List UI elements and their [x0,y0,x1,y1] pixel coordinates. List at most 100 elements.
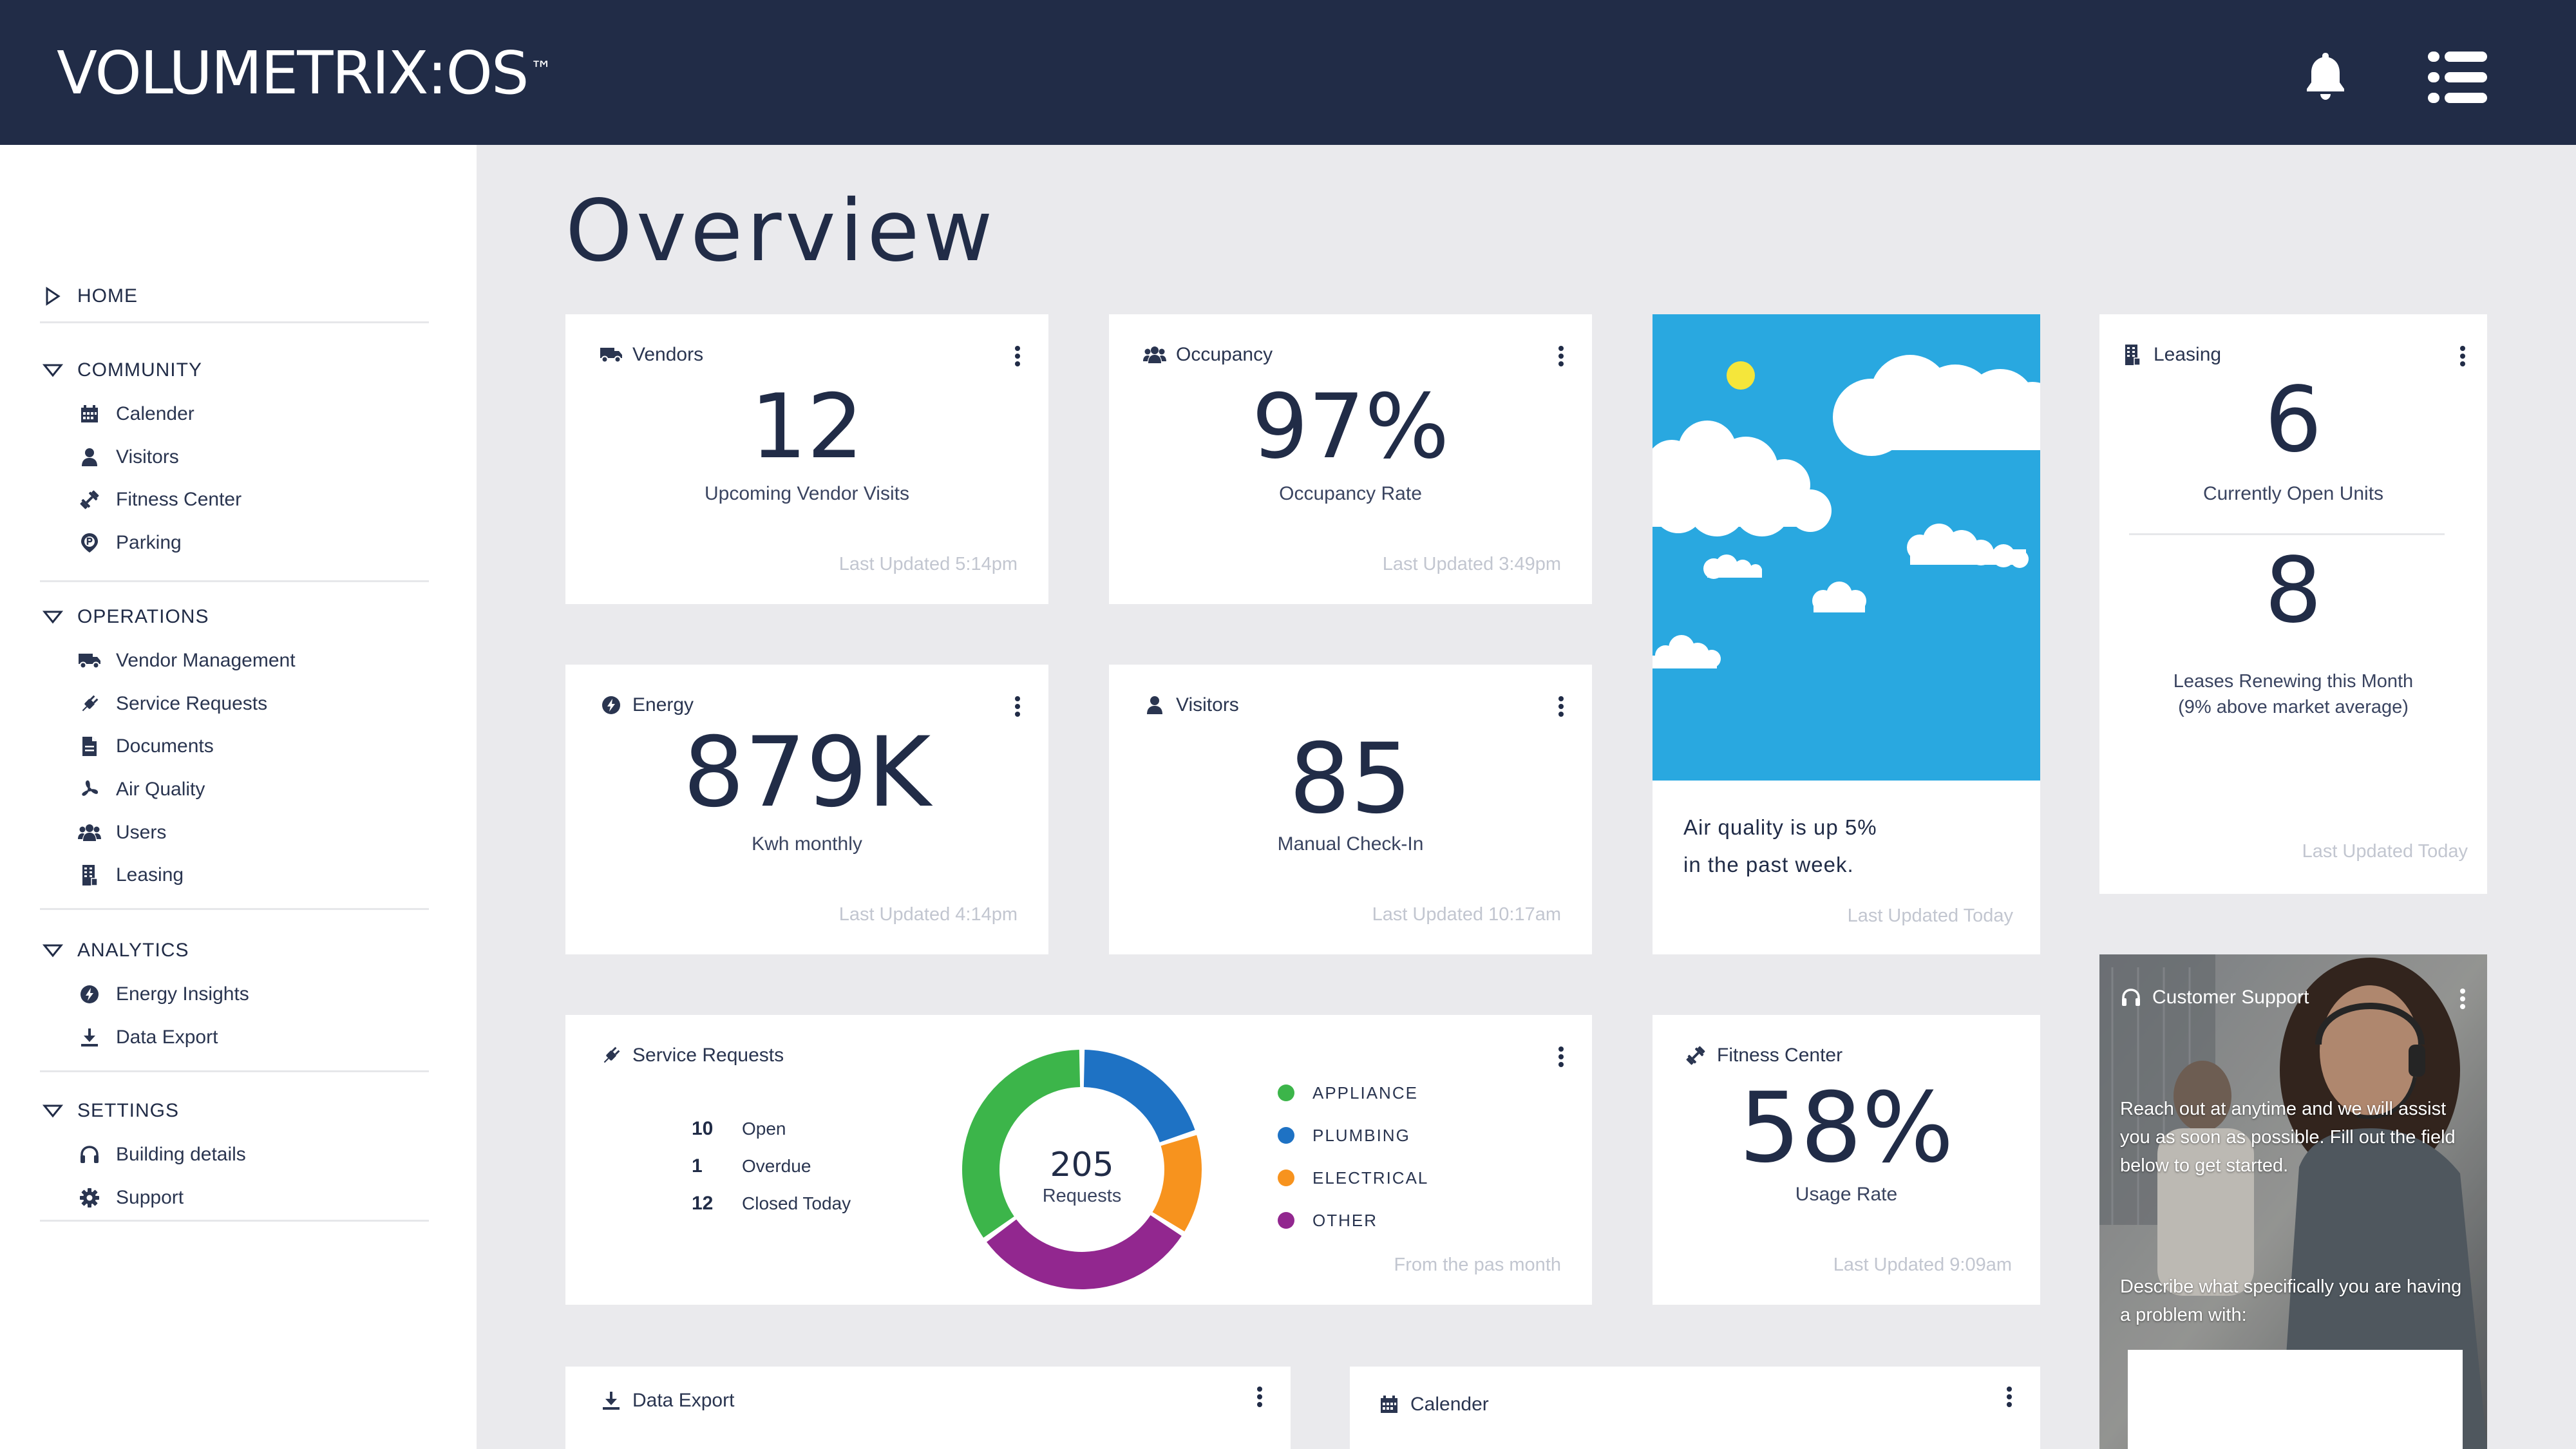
service-requests-card[interactable]: Service Requests 10 Open 1 Overdue 12 Close… [565,1015,1592,1305]
sidebar-item-label: HOME [77,285,138,307]
download-icon [77,1025,102,1050]
bell-icon[interactable] [2304,50,2347,102]
dumbbell-icon [77,488,102,512]
truck-icon [599,343,623,367]
sidebar-item-label: Visitors [116,446,179,468]
headset-icon [2119,985,2143,1010]
sidebar-item-label: Vendor Management [116,650,296,672]
customer-support-card[interactable]: Customer Support Reach out at anytime an… [2099,954,2487,1449]
donut-slice-electrical [1152,1135,1202,1232]
more-options-icon[interactable] [1556,696,1566,717]
more-options-icon[interactable] [2458,345,2468,367]
sidebar-item-support[interactable]: Support [40,1177,429,1220]
chevron-down-icon [40,1098,66,1124]
sidebar-section-analytics[interactable]: ANALYTICS [40,928,429,973]
sidebar-item-leasing[interactable]: Leasing [40,854,429,897]
leasing-card[interactable]: Leasing 6 Currently Open Units 8 Leases … [2099,314,2487,894]
sidebar-section-label: SETTINGS [77,1100,180,1121]
legend-item: APPLIANCE [1278,1072,1428,1114]
support-message-field[interactable] [2128,1350,2463,1449]
stat-value: 10 [692,1118,714,1139]
more-options-icon[interactable] [1255,1386,1265,1408]
card-title: Data Export [632,1390,735,1411]
more-options-icon[interactable] [1012,345,1023,367]
card-title: Leasing [2154,344,2222,365]
cloud-icon [1907,524,2029,568]
donut-slice-other [987,1215,1182,1289]
sidebar-item-documents[interactable]: Documents [40,725,429,768]
last-updated: Last Updated 4:14pm [838,904,1018,925]
vendor-visits-label: Upcoming Vendor Visits [705,483,909,504]
chevron-down-icon [40,357,66,383]
usage-rate-value: 58% [1739,1072,1954,1184]
legend-label: OTHER [1312,1210,1378,1230]
nav-community-section: COMMUNITY Calender Visitors Fitness Cent… [40,348,429,582]
open-units-label: Currently Open Units [2202,483,2384,504]
sidebar-item-building-details[interactable]: Building details [40,1133,429,1177]
legend-label: APPLIANCE [1312,1083,1418,1103]
bolt-icon [599,693,623,717]
more-options-icon[interactable] [1556,345,1566,367]
occupancy-card[interactable]: Occupancy 97% Occupancy Rate Last Update… [1109,314,1592,604]
list-menu-icon[interactable] [2428,49,2487,106]
vendors-card[interactable]: Vendors 12 Upcoming Vendor Visits Last U… [565,314,1048,604]
card-header: Vendors [599,343,703,367]
play-outline-icon [40,283,66,309]
sidebar-item-data-export[interactable]: Data Export [40,1016,429,1059]
cloud-icon [1703,554,1762,579]
air-quality-summary-line1: Air quality is up 5% [1683,815,1877,839]
page-title: Overview [565,182,997,281]
support-prompt-text: Describe what specifically you are havin… [2120,1276,2462,1325]
legend-swatch [1278,1170,1294,1186]
sidebar-item-air-quality[interactable]: Air Quality [40,768,429,811]
users-icon [77,820,102,845]
legend-swatch [1278,1212,1294,1229]
sidebar-item-label: Fitness Center [116,489,242,511]
sidebar-item-home[interactable]: HOME [40,274,429,319]
parking-icon [77,531,102,555]
calendar-card[interactable]: Calender [1350,1367,2040,1449]
last-updated: Last Updated Today [2302,841,2468,862]
sidebar: HOME COMMUNITY Calender Visitors Fitness… [0,145,477,1449]
chevron-down-icon [40,604,66,630]
card-header: Energy [599,693,694,717]
headset-icon [77,1142,102,1167]
sidebar-item-visitors[interactable]: Visitors [40,436,429,479]
sidebar-item-energy-insights[interactable]: Energy Insights [40,973,429,1016]
legend-swatch [1278,1084,1294,1101]
more-options-icon[interactable] [2458,988,2468,1010]
more-options-icon[interactable] [2004,1386,2014,1408]
card-title: Fitness Center [1717,1045,1843,1066]
sidebar-item-label: Documents [116,735,214,757]
app-logo[interactable]: VOLUMETRIX:OS ™ [57,39,552,108]
more-options-icon[interactable] [1012,696,1023,717]
sidebar-section-operations[interactable]: OPERATIONS [40,594,429,639]
building-icon [2120,343,2145,367]
sidebar-item-label: Data Export [116,1026,218,1048]
sidebar-item-vendor-management[interactable]: Vendor Management [40,639,429,683]
sidebar-section-label: ANALYTICS [77,940,189,961]
visitors-card[interactable]: Visitors 85 Manual Check-In Last Updated… [1109,665,1592,954]
top-bar: VOLUMETRIX:OS ™ [0,0,2576,145]
sidebar-section-settings[interactable]: SETTINGS [40,1088,429,1133]
donut-slice-plumbing [1083,1050,1195,1142]
sidebar-section-community[interactable]: COMMUNITY [40,348,429,393]
air-quality-card[interactable]: Air quality is up 5% in the past week. L… [1653,314,2040,954]
data-export-card[interactable]: Data Export [565,1367,1291,1449]
air-quality-summary-line2: in the past week. [1683,853,1854,876]
nav-operations-section: OPERATIONS Vendor Management Service Req… [40,594,429,910]
fitness-center-card[interactable]: Fitness Center 58% Usage Rate Last Updat… [1653,1015,2040,1305]
more-options-icon[interactable] [1556,1046,1566,1068]
support-intro-text: Reach out at anytime and we will assist … [2120,1099,2456,1176]
fan-icon [77,777,102,802]
manual-checkin-value: 85 [1289,723,1412,835]
energy-card[interactable]: Energy 879K Kwh monthly Last Updated 4:1… [565,665,1048,954]
sidebar-item-calender[interactable]: Calender [40,393,429,436]
sidebar-item-users[interactable]: Users [40,811,429,854]
period-note: From the pas month [1394,1255,1562,1275]
sidebar-item-parking[interactable]: Parking [40,522,429,565]
sidebar-item-label: Leasing [116,864,184,886]
sidebar-item-fitness-center[interactable]: Fitness Center [40,478,429,522]
sidebar-section-label: COMMUNITY [77,359,202,381]
sidebar-item-service-requests[interactable]: Service Requests [40,683,429,726]
